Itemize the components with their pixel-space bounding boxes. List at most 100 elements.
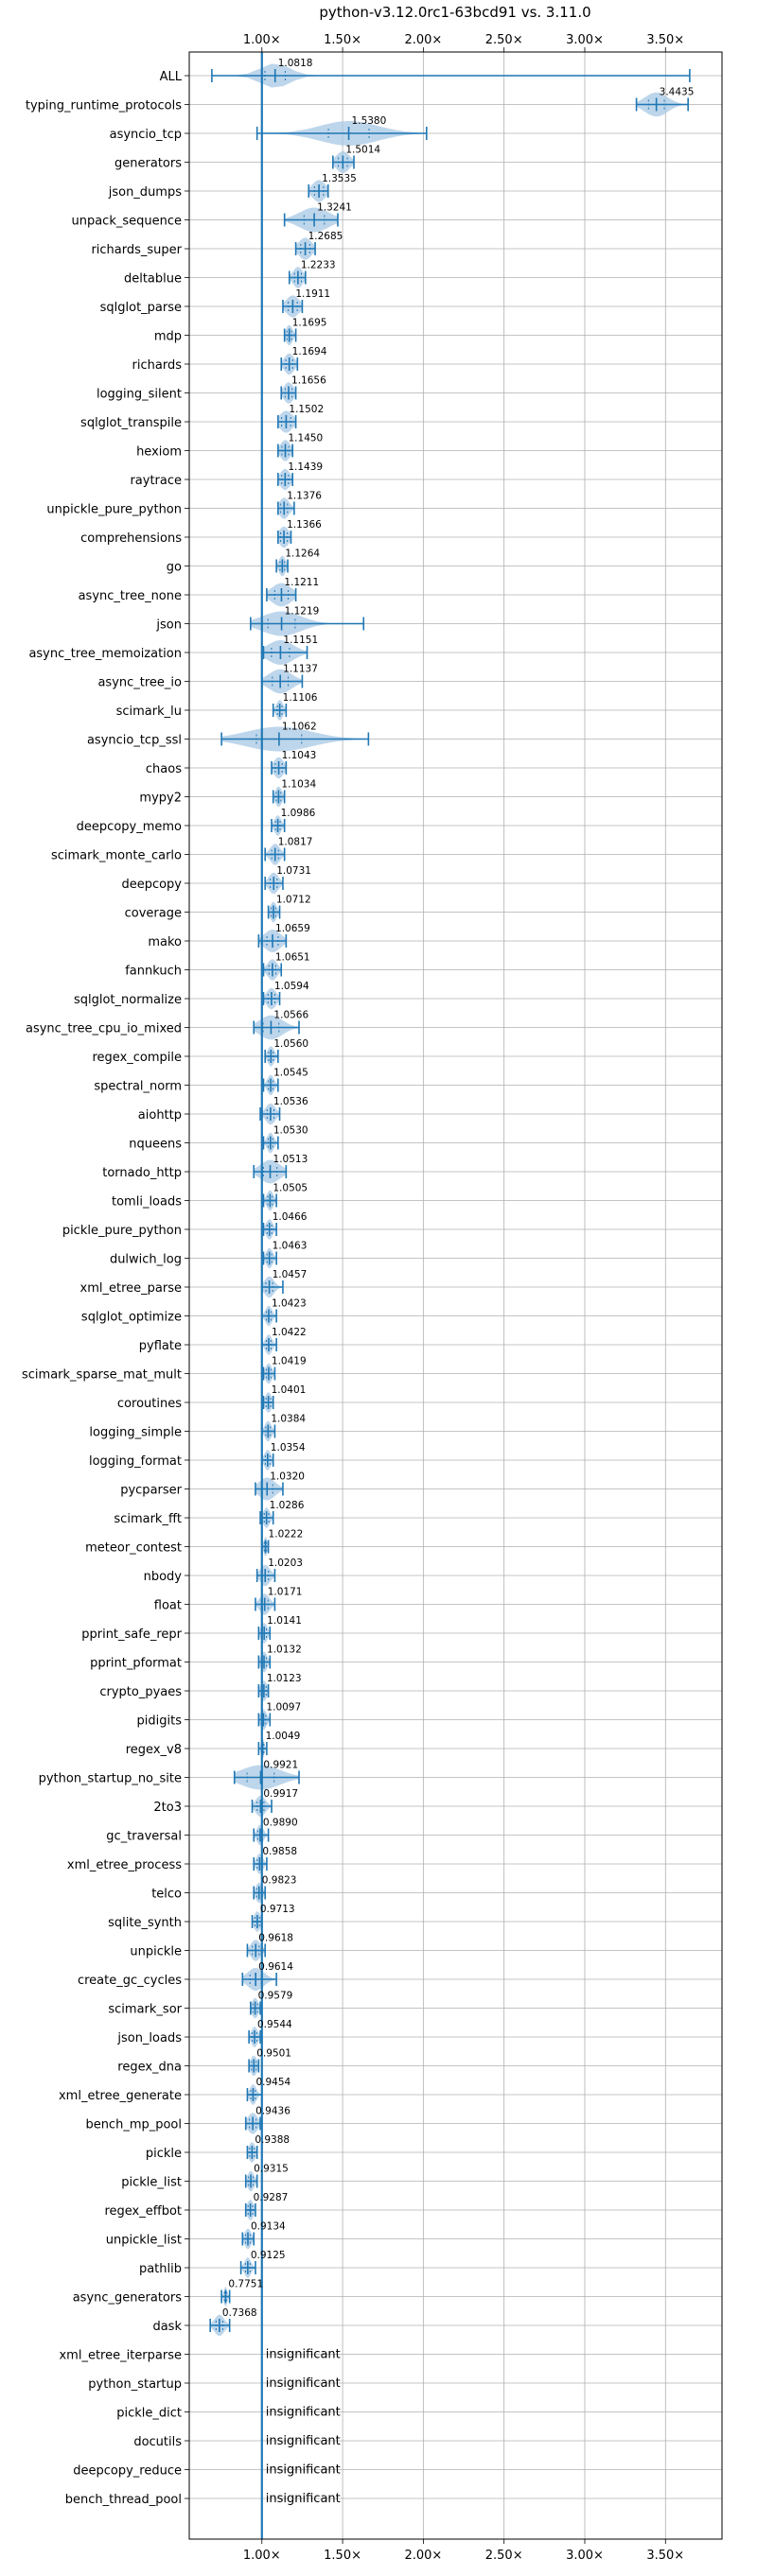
y-tick-label: richards [132, 358, 183, 373]
value-label: 1.0566 [273, 1010, 308, 1021]
value-label: 1.0545 [273, 1068, 308, 1079]
value-label: 1.0594 [274, 981, 309, 992]
value-label: 1.0466 [273, 1211, 308, 1223]
y-tick-label: telco [151, 1888, 182, 1902]
y-tick-label: asyncio_tcp_ssl [87, 734, 182, 748]
value-label: 1.0097 [266, 1702, 301, 1714]
y-tick-label: unpickle [130, 1945, 182, 1959]
y-tick-label: aiohttp [138, 1108, 182, 1123]
y-tick-label: 2to3 [153, 1801, 182, 1815]
value-label: 0.7368 [222, 2307, 257, 2319]
y-tick-label: unpack_sequence [71, 215, 182, 229]
y-tick-label: tornado_http [102, 1166, 182, 1180]
value-label: 1.0659 [275, 923, 310, 934]
value-label: 0.9713 [260, 1904, 295, 1915]
value-label: 1.3241 [317, 202, 352, 214]
value-label: 0.9388 [255, 2134, 290, 2146]
value-label: 0.9287 [254, 2192, 289, 2203]
value-label: 1.1043 [282, 750, 317, 761]
value-label: 1.0141 [267, 1615, 302, 1627]
y-tick-label: mypy2 [139, 792, 182, 806]
value-label: 1.2233 [301, 260, 336, 271]
y-tick-label: async_tree_io [97, 676, 182, 690]
value-label: 1.0171 [268, 1587, 303, 1598]
y-tick-label: regex_effbot [104, 2204, 182, 2219]
y-tick-label: regex_dna [117, 2061, 182, 2075]
value-label: 1.0505 [273, 1183, 308, 1194]
chart-title: python-v3.12.0rc1-63bcd91 vs. 3.11.0 [319, 4, 590, 21]
value-label: 1.0423 [272, 1298, 307, 1310]
x-tick-label-top: 2.00× [404, 33, 442, 47]
y-tick-label: json_loads [116, 2031, 182, 2045]
value-label: 1.5014 [345, 145, 380, 156]
insignificant-label: insignificant [266, 2406, 341, 2420]
y-tick-label: spectral_norm [94, 1080, 182, 1094]
value-label: 0.9614 [258, 1961, 293, 1973]
y-tick-label: pprint_pformat [90, 1657, 182, 1671]
value-label: 1.0123 [267, 1673, 302, 1684]
y-tick-label: coroutines [117, 1397, 182, 1411]
x-tick-label-top: 1.50× [324, 33, 361, 47]
grid-lines [189, 52, 722, 2539]
value-label: 1.0049 [266, 1731, 301, 1742]
y-tick-label: float [154, 1599, 182, 1613]
y-tick-label: async_tree_none [79, 589, 182, 603]
value-label: 1.0560 [273, 1038, 308, 1050]
y-tick-label: deltablue [124, 272, 182, 287]
value-label: 1.1695 [292, 318, 327, 329]
y-tick-label: regex_v8 [126, 1743, 182, 1757]
y-tick-label: pickle_dict [116, 2407, 182, 2421]
value-label: 1.0457 [273, 1269, 308, 1280]
value-label: 0.9454 [255, 2077, 290, 2088]
y-tick-label: pickle_pure_python [62, 1224, 182, 1238]
value-label: 0.9579 [258, 1991, 293, 2002]
y-tick-label: nqueens [129, 1138, 182, 1152]
value-label: 0.9921 [263, 1760, 298, 1771]
value-label: 1.2685 [308, 231, 343, 242]
y-tick-label: sqlglot_normalize [74, 993, 182, 1007]
y-tick-label: mdp [154, 330, 182, 344]
row-labels: ALL typing_runtime_protocols asyncio_tcpge… [22, 58, 694, 2507]
insignificant-label: insignificant [266, 2434, 341, 2448]
y-tick-label: sqlite_synth [108, 1916, 182, 1930]
value-label: 1.0986 [281, 808, 316, 819]
y-tick-label: typing_runtime_protocols [26, 99, 182, 113]
axes: 1.00× 1.00× 1.50× 1.50× 2.00× 2.00× 2.50× 2.50×… [185, 33, 723, 2563]
y-tick-label: coverage [125, 907, 182, 921]
value-label: 1.1034 [281, 779, 316, 791]
y-tick-label: sqlglot_transpile [80, 416, 182, 430]
y-tick-label: python_startup_no_site [39, 1772, 182, 1786]
value-label: 0.9134 [251, 2221, 286, 2233]
value-label: 0.9436 [255, 2106, 290, 2117]
y-tick-label: async_tree_memoization [28, 647, 182, 661]
insignificant-label: insignificant [266, 2492, 341, 2506]
x-tick-label-bottom: 2.00× [404, 2549, 442, 2563]
y-tick-label: fannkuch [125, 965, 182, 979]
y-tick-label: json [155, 618, 182, 633]
y-tick-label: logging_silent [97, 388, 182, 402]
y-tick-label: meteor_contest [85, 1541, 182, 1556]
value-label: 1.0419 [272, 1356, 307, 1367]
y-tick-label: xml_etree_generate [59, 2089, 182, 2103]
value-label: 1.1211 [284, 577, 319, 588]
y-tick-label: xml_etree_process [67, 1858, 182, 1872]
value-label: 1.0712 [276, 895, 311, 906]
x-tick-label-top: 3.50× [646, 33, 684, 47]
y-tick-label: generators [114, 157, 182, 171]
y-tick-label: asyncio_tcp [110, 128, 182, 142]
value-label: 0.9890 [263, 1818, 298, 1829]
value-label: 1.0818 [278, 58, 313, 69]
value-label: 0.9125 [251, 2250, 286, 2261]
y-tick-label: scimark_lu [116, 705, 182, 719]
y-tick-label: async_generators [73, 2291, 183, 2306]
y-tick-label: create_gc_cycles [78, 1974, 182, 1988]
y-tick-label: pyflate [139, 1339, 182, 1353]
y-tick-label: mako [148, 935, 182, 949]
value-label: 1.1137 [283, 664, 318, 675]
value-label: 1.1366 [287, 519, 322, 531]
y-tick-label: hexiom [136, 445, 182, 460]
value-label: 1.1264 [285, 548, 320, 560]
value-label: 1.0530 [273, 1125, 308, 1137]
